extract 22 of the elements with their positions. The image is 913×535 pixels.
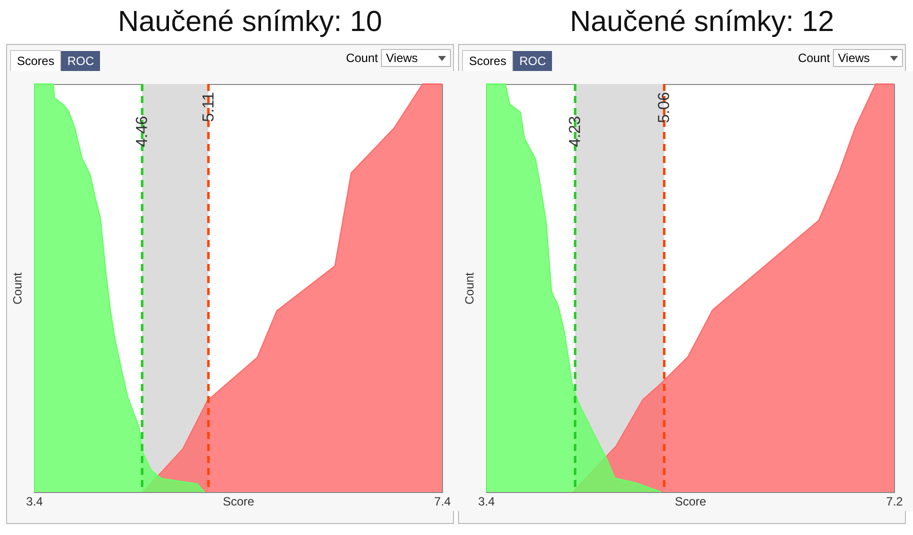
chart-title: Naučené snímky: 12	[568, 5, 836, 40]
text: Views	[386, 51, 418, 65]
x-tick-label: 3.4	[478, 494, 496, 508]
ref-line-label: 4.23	[567, 116, 584, 148]
x-tick-label: 7.4	[434, 494, 452, 508]
x-axis-title: Score	[674, 494, 706, 508]
text: Scores	[10, 50, 62, 71]
x-axis-title: Score	[222, 494, 254, 508]
text: ROC	[513, 51, 552, 71]
ref-line-label: 4.46	[134, 116, 152, 148]
ref-line-label: 5.11	[200, 92, 218, 122]
y-axis-title: Count	[462, 272, 476, 305]
ref-line-label: 5.06	[656, 92, 674, 124]
text: ROC	[61, 51, 100, 71]
x-tick-label: 3.4	[26, 494, 44, 508]
chart-title: Naučené snímky: 10	[116, 5, 384, 40]
x-tick-label: 7.2	[886, 494, 904, 508]
text: Count	[798, 51, 830, 65]
text: Views	[838, 51, 870, 65]
y-axis-title: Count	[10, 272, 24, 305]
text: Scores	[462, 50, 514, 71]
text: Count	[346, 51, 378, 65]
